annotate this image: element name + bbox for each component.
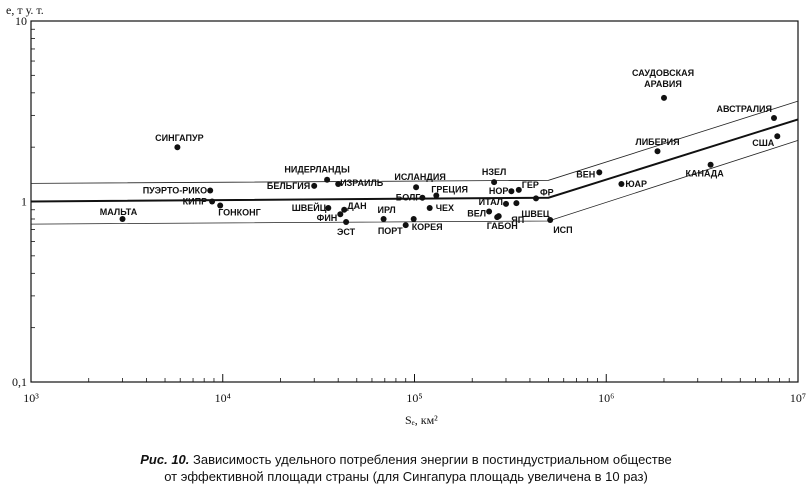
x-tick-label: 10⁴ bbox=[215, 391, 231, 405]
data-point bbox=[596, 169, 603, 176]
data-point bbox=[217, 202, 224, 209]
data-point-label: ЮАР bbox=[625, 179, 647, 189]
data-point bbox=[707, 161, 714, 168]
data-point bbox=[207, 187, 214, 194]
data-point-label: ДАН bbox=[347, 201, 366, 211]
data-point-label: ЧЕХ bbox=[436, 203, 454, 213]
trend-line bbox=[30, 118, 799, 203]
data-point bbox=[547, 217, 554, 223]
data-point bbox=[324, 176, 331, 183]
data-point-label: ЛИБЕРИЯ bbox=[635, 137, 679, 147]
data-point-label: США bbox=[752, 138, 775, 148]
data-point bbox=[503, 200, 509, 207]
data-point-label: ИСЛАНДИЯ bbox=[394, 172, 445, 182]
data-point-label: ПОРТ bbox=[378, 226, 403, 236]
data-point-label: НОР bbox=[489, 186, 509, 196]
data-point-label: БЕЛЬГИЯ bbox=[267, 181, 310, 191]
y-tick-label: 10 bbox=[15, 14, 27, 28]
band-upper-line bbox=[30, 100, 799, 184]
caption-line-2: от эффективной площади страны (для Синга… bbox=[164, 469, 648, 484]
data-point-label: ГОНКОНГ bbox=[218, 208, 261, 218]
x-tick-label: 10⁷ bbox=[790, 391, 806, 405]
band-lower-line bbox=[30, 140, 799, 225]
data-point-label: ИТАЛ bbox=[479, 197, 503, 207]
data-point bbox=[119, 216, 126, 222]
data-point-label: ВЕЛ bbox=[467, 209, 486, 219]
data-point bbox=[402, 222, 409, 229]
data-point-label: НЗЕЛ bbox=[482, 167, 506, 177]
data-point-label: ИРЛ bbox=[377, 205, 395, 215]
caption-prefix: Рис. 10. bbox=[140, 452, 190, 467]
data-point bbox=[343, 219, 350, 225]
point-labels: САУДОВСКАЯ АРАВИЯ АВСТРАЛИЯ США ЛИБЕРИЯ КАНАД… bbox=[100, 68, 775, 237]
data-point bbox=[426, 205, 433, 211]
data-point bbox=[337, 211, 344, 218]
data-point bbox=[380, 216, 387, 222]
trend-polyline bbox=[30, 118, 799, 203]
x-tick-label: 10³ bbox=[23, 391, 39, 405]
data-point-label: ВЕН bbox=[576, 169, 595, 179]
data-point bbox=[486, 208, 493, 215]
figure-caption: Рис. 10. Зависимость удельного потреблен… bbox=[0, 452, 812, 467]
data-point bbox=[774, 133, 781, 140]
data-point bbox=[513, 200, 520, 207]
data-point-label: ФИН bbox=[317, 213, 338, 223]
data-point-label: САУДОВСКАЯ АРАВИЯ bbox=[632, 68, 694, 89]
data-point-label: ГЕР bbox=[522, 180, 539, 190]
data-point bbox=[515, 186, 522, 193]
x-axis: 10³ 10⁴ 10⁵ 10⁶ 10⁷ bbox=[23, 374, 806, 405]
data-point bbox=[661, 94, 667, 101]
data-point-label: БОЛГ bbox=[396, 193, 421, 203]
data-point bbox=[494, 214, 501, 221]
data-point-label: КОРЕЯ bbox=[412, 222, 443, 232]
y-axis: 0,1 1 10 bbox=[12, 14, 39, 389]
data-point-label: ШВЕЙЦ bbox=[292, 202, 327, 213]
data-point-label: НИДЕРЛАНДЫ bbox=[284, 165, 350, 175]
data-point bbox=[654, 148, 661, 155]
data-point-label: КАНАДА bbox=[685, 169, 724, 179]
data-point-label: ГРЕЦИЯ bbox=[431, 185, 468, 195]
data-point bbox=[433, 192, 440, 199]
x-tick-label: 10⁶ bbox=[598, 391, 614, 405]
data-point bbox=[311, 182, 318, 189]
data-point-label: СИНГАПУР bbox=[155, 133, 203, 143]
confidence-band bbox=[30, 100, 799, 225]
data-point bbox=[508, 188, 515, 195]
data-point-label: ПУЭРТО-РИКО bbox=[143, 186, 207, 196]
data-point-label: ШВЕЦ bbox=[521, 209, 550, 219]
figure-caption-line-2-wrap: от эффективной площади страны (для Синга… bbox=[0, 469, 812, 484]
data-point-label: МАЛЬТА bbox=[100, 207, 138, 217]
data-points bbox=[119, 94, 781, 229]
data-point-label: ИСП bbox=[553, 225, 572, 235]
data-point bbox=[174, 144, 181, 151]
data-point bbox=[419, 194, 426, 201]
data-point-label: АВСТРАЛИЯ bbox=[716, 104, 772, 114]
data-point bbox=[618, 181, 625, 187]
data-point bbox=[341, 206, 348, 213]
data-point bbox=[209, 198, 216, 205]
x-axis-title: Sₑ, км² bbox=[405, 413, 438, 427]
data-point bbox=[491, 179, 498, 186]
data-point bbox=[533, 195, 539, 202]
data-point bbox=[413, 184, 420, 191]
data-point bbox=[335, 181, 342, 187]
data-point-label: ГАБОН bbox=[487, 221, 518, 231]
y-tick-label: 1 bbox=[21, 195, 27, 209]
data-point-label: ФР bbox=[540, 187, 554, 197]
x-tick-label: 10⁵ bbox=[406, 391, 422, 405]
data-point bbox=[771, 115, 777, 121]
data-point bbox=[410, 216, 417, 222]
caption-line-1: Зависимость удельного потребления энерги… bbox=[193, 452, 672, 467]
data-point-label: ЯП bbox=[511, 215, 524, 225]
data-point bbox=[325, 205, 332, 211]
data-point-label: КИПР bbox=[183, 197, 207, 207]
y-tick-label: 0,1 bbox=[12, 375, 27, 389]
y-axis-title: e, т у. т. bbox=[6, 3, 44, 17]
data-point-label: ЭСТ bbox=[337, 227, 356, 237]
data-point-label: ИЗРАИЛЬ bbox=[340, 178, 384, 188]
chart: 10³ 10⁴ 10⁵ 10⁶ 10⁷ 0,1 1 10 САУДОВСКАЯ АРАВИЯ А… bbox=[6, 3, 806, 427]
